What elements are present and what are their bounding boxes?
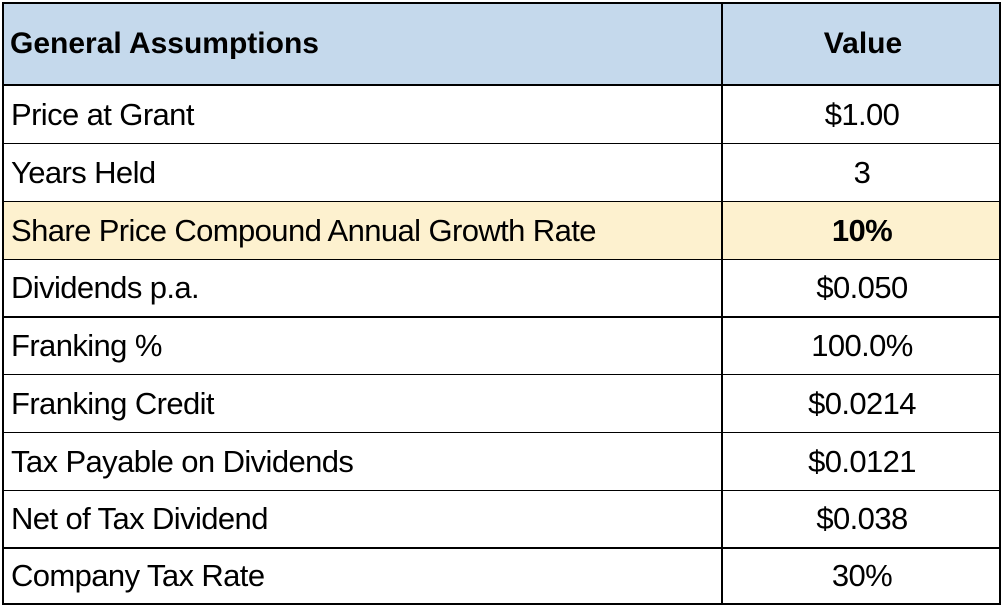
- row-value: 30%: [831, 558, 893, 593]
- row-value: $0.050: [816, 270, 908, 305]
- row-value: 10%: [831, 212, 893, 248]
- row-divider: [4, 259, 999, 260]
- row-value: $0.038: [816, 501, 908, 536]
- row-divider: [4, 84, 999, 86]
- table-row-franking-credit: Franking Credit $0.0214: [4, 375, 999, 432]
- row-label: Franking %: [4, 318, 723, 374]
- row-divider: [4, 432, 999, 433]
- row-divider: [4, 547, 999, 549]
- row-value: $1.00: [824, 96, 900, 132]
- row-divider: [4, 316, 999, 318]
- row-divider: [4, 143, 999, 144]
- header-value: Value: [823, 27, 903, 60]
- row-label: Years Held: [4, 144, 723, 201]
- row-label: Dividends p.a.: [4, 260, 723, 316]
- table-row-price-at-grant: Price at Grant $1.00: [4, 86, 999, 143]
- table-row-dividends: Dividends p.a. $0.050: [4, 260, 999, 316]
- row-divider: [4, 201, 999, 202]
- table-row-franking-pct: Franking % 100.0%: [4, 318, 999, 374]
- row-label: Company Tax Rate: [4, 549, 723, 603]
- table-row-company-tax-rate: Company Tax Rate 30%: [4, 549, 999, 603]
- row-value: $0.0214: [808, 385, 916, 421]
- row-divider: [4, 490, 999, 491]
- table-row-tax-payable: Tax Payable on Dividends $0.0121: [4, 433, 999, 490]
- row-value: 3: [853, 154, 871, 190]
- table-row-net-dividend: Net of Tax Dividend $0.038: [4, 491, 999, 547]
- row-label: Franking Credit: [4, 375, 723, 432]
- row-value: 100.0%: [811, 328, 913, 363]
- row-label: Net of Tax Dividend: [4, 491, 723, 547]
- table-row-share-price-cagr: Share Price Compound Annual Growth Rate …: [4, 202, 999, 259]
- row-label: Price at Grant: [4, 86, 723, 143]
- header-label: General Assumptions: [4, 4, 723, 84]
- table-row-years-held: Years Held 3: [4, 144, 999, 201]
- row-divider: [4, 374, 999, 375]
- table-header: General Assumptions Value: [4, 4, 999, 84]
- row-label: Share Price Compound Annual Growth Rate: [4, 202, 723, 259]
- row-label: Tax Payable on Dividends: [4, 433, 723, 490]
- row-value: $0.0121: [808, 443, 916, 479]
